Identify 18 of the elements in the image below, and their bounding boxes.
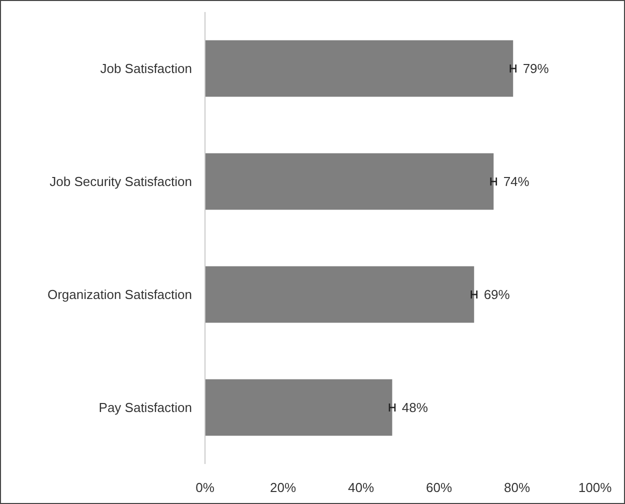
x-tick-label: 0% <box>196 480 215 495</box>
bar <box>205 266 474 323</box>
y-tick-label: Job Security Satisfaction <box>50 174 192 190</box>
data-label: 69% <box>484 287 510 302</box>
data-label: 74% <box>503 174 530 190</box>
x-tick-label: 20% <box>270 480 296 495</box>
data-label: 48% <box>402 400 428 416</box>
bar <box>205 153 494 210</box>
x-tick-label: 60% <box>426 480 452 495</box>
y-tick-label: Pay Satisfaction <box>98 400 192 416</box>
x-tick-label: 100% <box>578 480 612 495</box>
x-tick-label: 40% <box>348 480 374 495</box>
y-tick-label: Job Satisfaction <box>100 61 192 76</box>
y-tick-label: Organization Satisfaction <box>47 287 192 302</box>
x-tick-label: 80% <box>504 480 530 495</box>
bar <box>205 40 514 97</box>
data-label: 79% <box>522 61 550 76</box>
bar <box>205 379 392 436</box>
